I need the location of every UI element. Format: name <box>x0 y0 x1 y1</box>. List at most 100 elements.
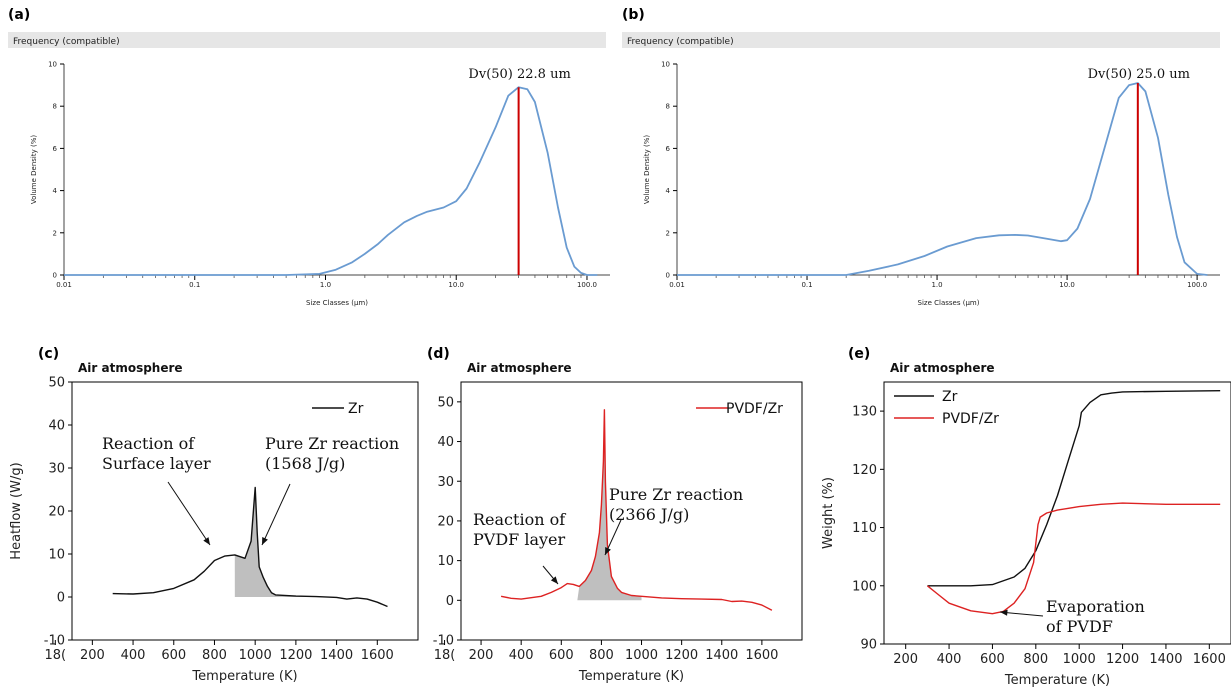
x-tick-label: 600 <box>549 648 574 663</box>
y-tick-label: 0 <box>57 591 65 606</box>
x-tick-label: 1.0 <box>931 281 942 289</box>
dv50-label: Dv(50) 22.8 um <box>468 67 570 82</box>
series-line <box>677 82 1208 276</box>
y-tick-label: 50 <box>48 376 65 391</box>
plot-b: 0 2 4 6 8 10 0.01 0.1 1.0 10.0 100.0 Size Classes (… <box>643 60 1220 307</box>
x-axis-label: Temperature (K) <box>578 669 684 684</box>
y-tick-label: -10 <box>433 634 454 649</box>
series-line <box>927 390 1221 587</box>
x-tick-label: 1600 <box>1193 652 1226 667</box>
y-tick-label: 2 <box>53 229 57 237</box>
arrow-head <box>1000 609 1008 616</box>
y-tick-label: 50 <box>437 395 454 410</box>
y-tick-label: 110 <box>852 521 877 536</box>
annotation-text: (1568 J/g) <box>265 454 345 473</box>
panel-d: (d) -10 0 10 20 30 40 50 200 400 600 800 1000 1200 14… <box>427 346 803 684</box>
x-tick-label: 800 <box>589 648 614 663</box>
x-axis-label: Size Classes (μm) <box>918 299 980 307</box>
x-tick-label: 1600 <box>745 648 778 663</box>
x-axis-label: Temperature (K) <box>191 669 297 684</box>
y-tick-label: 90 <box>860 638 877 653</box>
y-tick-label: 10 <box>48 548 65 563</box>
x-tick-label: 800 <box>202 648 227 663</box>
annotation-text: Pure Zr reaction <box>265 434 399 453</box>
y-tick-label: 10 <box>437 554 454 569</box>
plot-c: -10 0 10 20 30 40 50 200 400 600 800 1000 1200 1400 16… <box>9 361 419 684</box>
x-tick-label: 1400 <box>1149 652 1182 667</box>
panel-label-d: (d) <box>427 346 450 362</box>
panel-label-b: (b) <box>622 7 645 23</box>
y-tick-label: -10 <box>44 634 65 649</box>
y-tick-label: 20 <box>437 514 454 529</box>
y-tick-label: 30 <box>437 475 454 490</box>
header-text-a: Frequency (compatible) <box>13 37 120 47</box>
x-tick-label: 18( <box>44 648 66 663</box>
y-axis-label: Volume Density (%) <box>30 135 38 204</box>
annotation-arrow <box>261 483 291 546</box>
annotation-text: PVDF layer <box>473 530 566 549</box>
legend-label: PVDF/Zr <box>942 411 999 427</box>
y-axis-label: Volume Density (%) <box>643 135 651 204</box>
x-tick-label: 10.0 <box>448 281 464 289</box>
legend-label: Zr <box>348 401 364 417</box>
x-tick-label: 600 <box>161 648 186 663</box>
plot-frame <box>460 381 803 641</box>
y-tick-label: 0 <box>666 271 670 279</box>
y-tick-label: 4 <box>666 187 671 195</box>
x-tick-label: 800 <box>1023 652 1048 667</box>
plot-a: 0 2 4 6 8 10 0.01 0.1 1.0 10.0 100.0 Size Classes (… <box>30 60 610 307</box>
chart-subtitle: Air atmosphere <box>78 361 183 375</box>
x-tick-label: 200 <box>893 652 918 667</box>
x-tick-label: 1400 <box>705 648 738 663</box>
y-tick-label: 100 <box>852 579 877 594</box>
y-tick-label: 10 <box>48 60 57 68</box>
legend-label: Zr <box>942 389 958 405</box>
panel-c: (c) -10 0 10 20 30 40 50 200 400 600 800 1000 1200 14… <box>9 346 419 684</box>
arrow-head <box>262 537 268 545</box>
x-tick-label: 400 <box>509 648 534 663</box>
y-tick-label: 8 <box>53 103 57 111</box>
x-tick-label: 400 <box>121 648 146 663</box>
x-tick-label: 10.0 <box>1059 281 1075 289</box>
chart-subtitle: Air atmosphere <box>890 361 995 375</box>
y-tick-label: 0 <box>446 594 454 609</box>
panel-label-e: (e) <box>848 346 870 362</box>
y-tick-label: 6 <box>53 145 58 153</box>
legend-label: PVDF/Zr <box>726 401 783 417</box>
y-tick-label: 6 <box>666 145 671 153</box>
x-tick-label: 0.01 <box>56 281 72 289</box>
x-tick-label: 1400 <box>320 648 353 663</box>
arrow-head <box>550 576 558 584</box>
x-axis-label: Temperature (K) <box>1004 673 1110 688</box>
y-tick-label: 0 <box>53 271 57 279</box>
integration-area <box>234 487 317 597</box>
x-tick-label: 200 <box>80 648 105 663</box>
x-tick-label: 100.0 <box>1187 281 1207 289</box>
header-bar-a <box>8 32 606 48</box>
x-tick-label: 1200 <box>665 648 698 663</box>
x-tick-label: 1.0 <box>320 281 331 289</box>
annotation-text: Pure Zr reaction <box>609 485 743 504</box>
series-line <box>500 409 773 611</box>
x-tick-label: 1200 <box>1106 652 1139 667</box>
arrow-head <box>203 537 210 545</box>
x-axis-label: Size Classes (μm) <box>306 299 368 307</box>
y-tick-label: 10 <box>661 60 670 68</box>
annotation-text: Reaction of <box>102 434 195 453</box>
series-line <box>926 502 1221 615</box>
annotation-text: Evaporation <box>1046 597 1145 616</box>
header-bar-b <box>622 32 1220 48</box>
y-tick-label: 20 <box>48 505 65 520</box>
series-line <box>64 86 598 276</box>
plot-frame <box>71 381 419 641</box>
panel-label-a: (a) <box>8 7 30 23</box>
plot-e: 90 100 110 120 130 200 400 600 800 1000 1200 1400 16… <box>821 361 1231 688</box>
annotation-text: of PVDF <box>1046 617 1113 636</box>
x-tick-label: 100.0 <box>577 281 597 289</box>
y-axis-label: Weight (%) <box>821 477 836 549</box>
panel-label-c: (c) <box>38 346 59 362</box>
y-tick-label: 40 <box>48 419 65 434</box>
